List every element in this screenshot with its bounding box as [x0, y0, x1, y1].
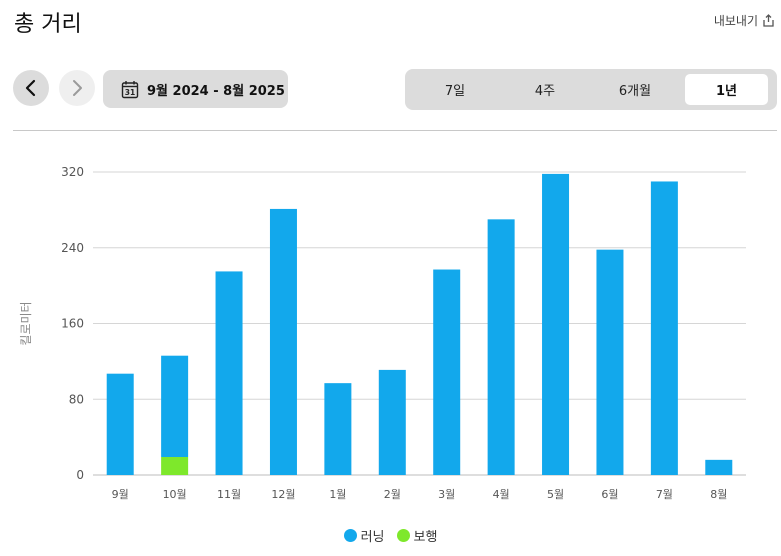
tab-4-weeks[interactable]: 4주 — [534, 84, 556, 99]
legend-swatch-walking — [396, 529, 410, 542]
y-tick-label: 160 — [61, 317, 84, 331]
divider — [13, 130, 777, 131]
x-tick-label: 12월 — [271, 488, 295, 501]
x-tick-label: 7월 — [656, 488, 673, 501]
chart-legend: 러닝 보행 — [0, 526, 781, 545]
calendar-icon: 31 — [121, 80, 139, 98]
x-tick-label: 2월 — [384, 488, 401, 501]
bar-running — [650, 181, 678, 475]
bar-running — [161, 355, 189, 458]
legend-label-running: 러닝 — [360, 530, 385, 545]
legend-swatch-running — [343, 529, 357, 542]
bar-running — [215, 271, 243, 475]
y-tick-label: 320 — [61, 165, 84, 179]
x-tick-label: 1월 — [329, 488, 346, 501]
export-label: 내보내기 — [713, 14, 758, 28]
x-tick-label: 11월 — [217, 488, 241, 501]
next-period-button[interactable] — [59, 70, 95, 106]
x-tick-label: 4월 — [493, 488, 510, 501]
bar-walking — [161, 457, 189, 475]
x-tick-label: 9월 — [112, 488, 129, 501]
bar-chart: 0 80 160 240 320 킬로미터 9월 10월 11월 12월 1월 2월 3월 4월 5월 6월 7… — [19, 165, 746, 501]
y-tick-label: 0 — [76, 468, 84, 482]
export-button[interactable]: 내보내기 — [714, 12, 775, 29]
date-range-label: 9월 2024 - 8월 2025 — [147, 83, 285, 99]
x-tick-label: 6월 — [601, 488, 618, 501]
bar-running — [542, 173, 570, 476]
bar-running — [705, 459, 733, 475]
page-title: 총 거리 — [14, 12, 82, 37]
bar-running — [433, 269, 461, 475]
tab-7-days[interactable]: 7일 — [444, 84, 466, 99]
tab-1-year[interactable]: 1년 — [685, 74, 768, 105]
bar-running — [106, 373, 134, 475]
bar-running — [378, 369, 406, 475]
legend-label-walking: 보행 — [413, 530, 438, 545]
export-icon — [762, 14, 775, 27]
calendar-day: 31 — [125, 88, 135, 97]
bar-running — [269, 208, 297, 475]
period-selector: 7일 4주 6개월 1년 — [405, 69, 777, 110]
tab-6-months[interactable]: 6개월 — [618, 84, 652, 99]
bar-running — [487, 219, 515, 475]
bar-running — [596, 249, 624, 475]
legend-item-running[interactable]: 러닝 — [343, 526, 385, 545]
chevron-left-icon — [25, 79, 36, 97]
y-axis-label: 킬로미터 — [19, 301, 33, 345]
legend-item-walking[interactable]: 보행 — [396, 526, 438, 545]
chevron-right-icon — [73, 80, 82, 96]
x-tick-label: 8월 — [710, 488, 727, 501]
previous-period-button[interactable] — [13, 70, 49, 106]
x-tick-label: 3월 — [438, 488, 455, 501]
bar-running — [324, 383, 352, 475]
y-tick-label: 240 — [61, 241, 84, 255]
date-range-button[interactable]: 31 9월 2024 - 8월 2025 — [103, 70, 288, 108]
y-tick-label: 80 — [69, 392, 84, 406]
x-tick-label: 5월 — [547, 488, 564, 501]
x-tick-label: 10월 — [163, 488, 187, 501]
